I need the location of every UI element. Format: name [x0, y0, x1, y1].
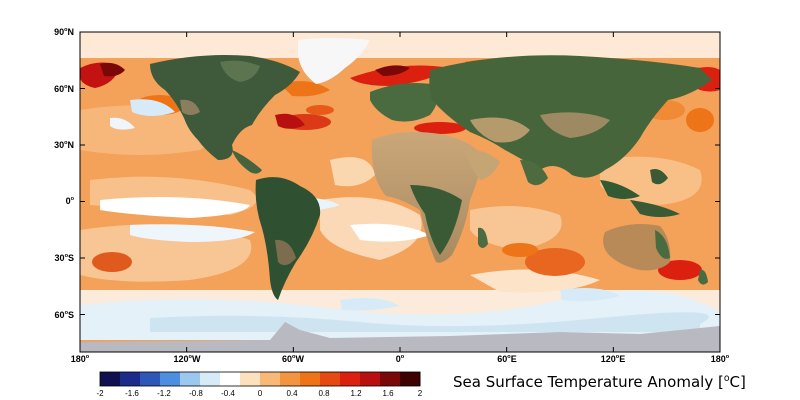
- colorbar-swatch: [180, 372, 201, 386]
- land-masses: [150, 38, 712, 300]
- colorbar-tick-label: -0.4: [221, 389, 235, 398]
- south-america: [255, 177, 321, 300]
- colorbar-swatch: [260, 372, 281, 386]
- greenland: [298, 38, 370, 84]
- colorbar-swatch: [360, 372, 381, 386]
- colorbar: [99, 371, 421, 387]
- colorbar-swatch: [120, 372, 141, 386]
- colorbar-tick-label: 1.2: [350, 389, 362, 398]
- colorbar-swatch: [340, 372, 361, 386]
- colorbar-swatch: [300, 372, 321, 386]
- lat-label-90n: 90oN: [54, 27, 74, 37]
- colorbar-tick-label: -2: [96, 389, 104, 398]
- lat-label-60n: 60oN: [54, 84, 74, 94]
- colorbar-swatch: [380, 372, 401, 386]
- europe: [370, 83, 438, 122]
- colorbar-swatch: [280, 372, 301, 386]
- colorbar-swatch: [240, 372, 261, 386]
- colorbar-swatch: [100, 372, 121, 386]
- australia: [603, 224, 671, 271]
- colorbar-tick-label: -0.8: [189, 389, 203, 398]
- colorbar-swatch: [200, 372, 221, 386]
- colorbar-tick-label: 0: [257, 389, 263, 398]
- lon-label-60e: 60oE: [497, 354, 517, 364]
- arabian-peninsula: [465, 149, 500, 180]
- colorbar-tick-label: 0.8: [318, 389, 330, 398]
- colorbar-swatch: [400, 372, 421, 386]
- colorbar-tick-label: 0.4: [286, 389, 298, 398]
- colorbar-swatch: [140, 372, 161, 386]
- colorbar-tick-label: 2: [417, 389, 423, 398]
- lon-label-180e: 180o: [710, 354, 730, 364]
- colorbar-swatch: [160, 372, 181, 386]
- lat-label-30s: 30oS: [54, 253, 74, 263]
- lon-label-0: 0o: [395, 354, 405, 364]
- lon-label-120w: 120oW: [173, 354, 201, 364]
- colorbar-tick-label: -1.2: [157, 389, 171, 398]
- colorbar-tick-label: 1.6: [382, 389, 394, 398]
- colorbar-swatch: [320, 372, 341, 386]
- colorbar-tick-label: -1.6: [125, 389, 139, 398]
- lon-label-60w: 60oW: [282, 354, 304, 364]
- axis-ticks: [79, 31, 721, 352]
- lat-label-60s: 60oS: [54, 310, 74, 320]
- colorbar-swatch: [220, 372, 241, 386]
- lat-label-30n: 30oN: [54, 140, 74, 150]
- lon-label-180w: 180o: [70, 354, 90, 364]
- lat-label-0: 0o: [65, 196, 74, 206]
- lon-label-120e: 120oE: [600, 354, 626, 364]
- colorbar-title: Sea Surface Temperature Anomaly [oC]: [453, 373, 746, 391]
- north-america: [150, 55, 300, 160]
- colorbar-border: [99, 371, 421, 387]
